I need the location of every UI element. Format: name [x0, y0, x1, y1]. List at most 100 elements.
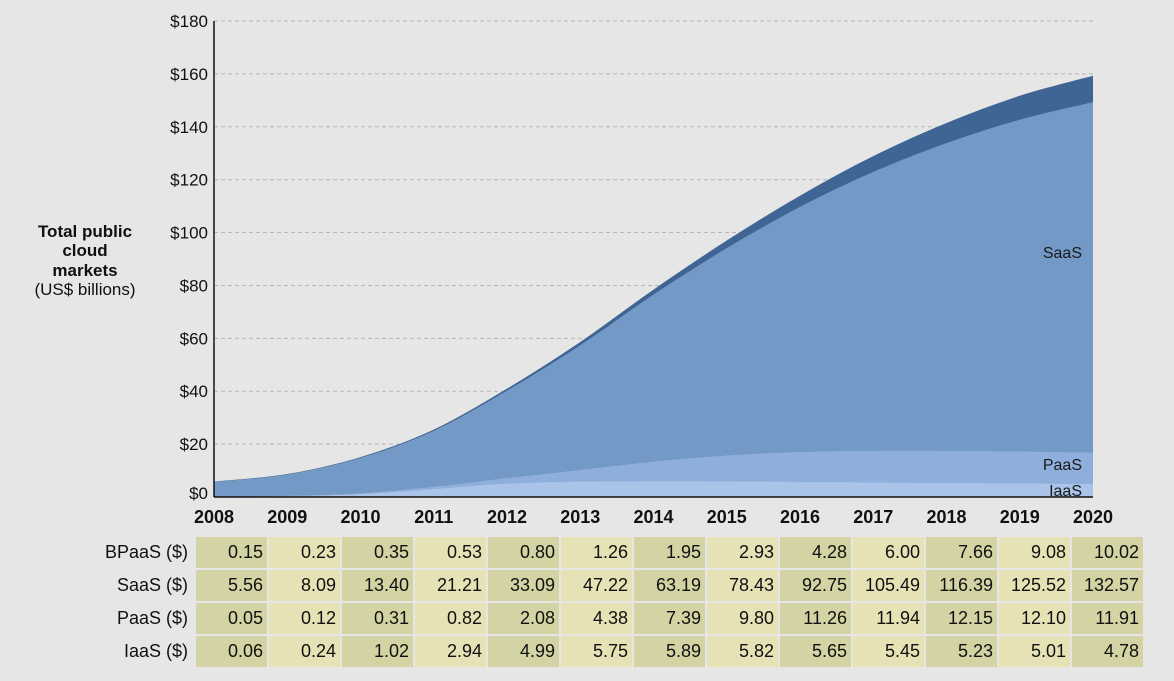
x-tick-label: 2010 — [340, 507, 380, 527]
x-tick-label: 2013 — [560, 507, 600, 527]
table-cell: 1.26 — [559, 535, 634, 570]
area-label-paas: PaaS — [1043, 457, 1082, 474]
table-cell: 47.22 — [559, 568, 634, 603]
table-cell: 8.09 — [267, 568, 342, 603]
table-cell: 0.35 — [340, 535, 415, 570]
y-tick-label: $160 — [170, 65, 208, 84]
y-axis-label-line: markets — [52, 261, 117, 280]
table-cell: 0.06 — [194, 634, 269, 669]
table-cell: 0.80 — [486, 535, 561, 570]
table-cell: 5.75 — [559, 634, 634, 669]
table-cell: 5.82 — [705, 634, 780, 669]
table-cell: 0.05 — [194, 601, 269, 636]
table-cell: 0.12 — [267, 601, 342, 636]
table-cell: 5.23 — [924, 634, 999, 669]
y-tick-label: $120 — [170, 171, 208, 190]
table-cell: 12.15 — [924, 601, 999, 636]
table-row: SaaS ($) 5.56 8.09 13.40 21.21 33.09 47.22 63.1… — [74, 568, 1145, 603]
table-row-label: SaaS ($) — [74, 568, 196, 603]
table-cell: 125.52 — [997, 568, 1072, 603]
table-cell: 7.66 — [924, 535, 999, 570]
area-bpaas — [214, 75, 1093, 483]
x-tick-label: 2014 — [633, 507, 673, 527]
table-cell: 2.94 — [413, 634, 488, 669]
x-tick-label: 2011 — [414, 507, 453, 527]
x-tick-label: 2008 — [194, 507, 234, 527]
stacked-area-chart: $0$20$40$60$80$100$120$140$160$180 2008 2… — [34, 12, 1113, 527]
y-axis-label: Total public cloud markets (US$ billions) — [34, 222, 135, 299]
table-cell: 0.82 — [413, 601, 488, 636]
table-cell: 11.26 — [778, 601, 853, 636]
x-tick-label: 2009 — [267, 507, 307, 527]
table-cell: 6.00 — [851, 535, 926, 570]
table-row: PaaS ($) 0.05 0.12 0.31 0.82 2.08 4.38 7.39 9.80… — [74, 601, 1145, 636]
y-axis-label-line: cloud — [62, 241, 107, 260]
table-cell: 11.91 — [1070, 601, 1145, 636]
table-cell: 116.39 — [924, 568, 999, 603]
y-tick-label: $0 — [189, 484, 208, 503]
area-paas — [214, 450, 1093, 497]
table-cell: 0.24 — [267, 634, 342, 669]
table-cell: 12.10 — [997, 601, 1072, 636]
x-axis-ticks: 2008 2009 2010 2011 2012 2013 2014 2015 2016 2017… — [194, 507, 1113, 527]
x-tick-label: 2018 — [926, 507, 966, 527]
area-label-iaas: IaaS — [1049, 483, 1082, 500]
table-row: BPaaS ($) 0.15 0.23 0.35 0.53 0.80 1.26 1.95 2.9… — [74, 535, 1145, 570]
table-cell: 1.95 — [632, 535, 707, 570]
x-tick-label: 2015 — [707, 507, 747, 527]
x-tick-label: 2017 — [853, 507, 893, 527]
y-tick-label: $140 — [170, 118, 208, 137]
x-tick-label: 2019 — [1000, 507, 1040, 527]
table-cell: 9.80 — [705, 601, 780, 636]
x-tick-label: 2012 — [487, 507, 527, 527]
data-table: BPaaS ($) 0.15 0.23 0.35 0.53 0.80 1.26 1.95 2.9… — [74, 535, 1145, 669]
table-cell: 5.56 — [194, 568, 269, 603]
table-cell: 7.39 — [632, 601, 707, 636]
table-cell: 5.65 — [778, 634, 853, 669]
table-cell: 4.99 — [486, 634, 561, 669]
area-series — [214, 75, 1093, 497]
table-cell: 2.93 — [705, 535, 780, 570]
table-cell: 5.01 — [997, 634, 1072, 669]
area-labels: SaaS PaaS IaaS — [1043, 245, 1082, 500]
area-iaas — [214, 481, 1093, 497]
y-axis-ticks: $0 $20 $40 $60 $80 $100 $120 $140 $160 $180 — [170, 12, 208, 503]
table-cell: 10.02 — [1070, 535, 1145, 570]
table-cell: 9.08 — [997, 535, 1072, 570]
table-cell: 132.57 — [1070, 568, 1145, 603]
table-cell: 1.02 — [340, 634, 415, 669]
table-row-label: BPaaS ($) — [74, 535, 196, 570]
table-cell: 105.49 — [851, 568, 926, 603]
table-cell: 0.15 — [194, 535, 269, 570]
y-tick-label: $40 — [180, 382, 208, 401]
table-cell: 0.53 — [413, 535, 488, 570]
area-saas — [214, 102, 1093, 497]
y-tick-label: $60 — [180, 329, 208, 348]
table-row: IaaS ($) 0.06 0.24 1.02 2.94 4.99 5.75 5.89 5.82… — [74, 634, 1145, 669]
table-cell: 78.43 — [705, 568, 780, 603]
y-tick-label: $100 — [170, 224, 208, 243]
y-tick-label: $80 — [180, 276, 208, 295]
y-tick-label: $20 — [180, 435, 208, 454]
table-cell: 63.19 — [632, 568, 707, 603]
table-cell: 21.21 — [413, 568, 488, 603]
table-cell: 33.09 — [486, 568, 561, 603]
axes — [213, 21, 1093, 498]
table-cell: 4.28 — [778, 535, 853, 570]
x-tick-label: 2016 — [780, 507, 820, 527]
table-cell: 5.45 — [851, 634, 926, 669]
table-row-label: IaaS ($) — [74, 634, 196, 669]
table-cell: 92.75 — [778, 568, 853, 603]
table-cell: 0.23 — [267, 535, 342, 570]
y-axis-label-line: Total public — [38, 222, 132, 241]
table-row-label: PaaS ($) — [74, 601, 196, 636]
table-cell: 2.08 — [486, 601, 561, 636]
y-tick-label: $180 — [170, 12, 208, 31]
y-axis-label-line: (US$ billions) — [34, 280, 135, 299]
x-tick-label: 2020 — [1073, 507, 1113, 527]
table-cell: 11.94 — [851, 601, 926, 636]
table-cell: 13.40 — [340, 568, 415, 603]
table-cell: 5.89 — [632, 634, 707, 669]
table-cell: 4.78 — [1070, 634, 1145, 669]
table-cell: 4.38 — [559, 601, 634, 636]
